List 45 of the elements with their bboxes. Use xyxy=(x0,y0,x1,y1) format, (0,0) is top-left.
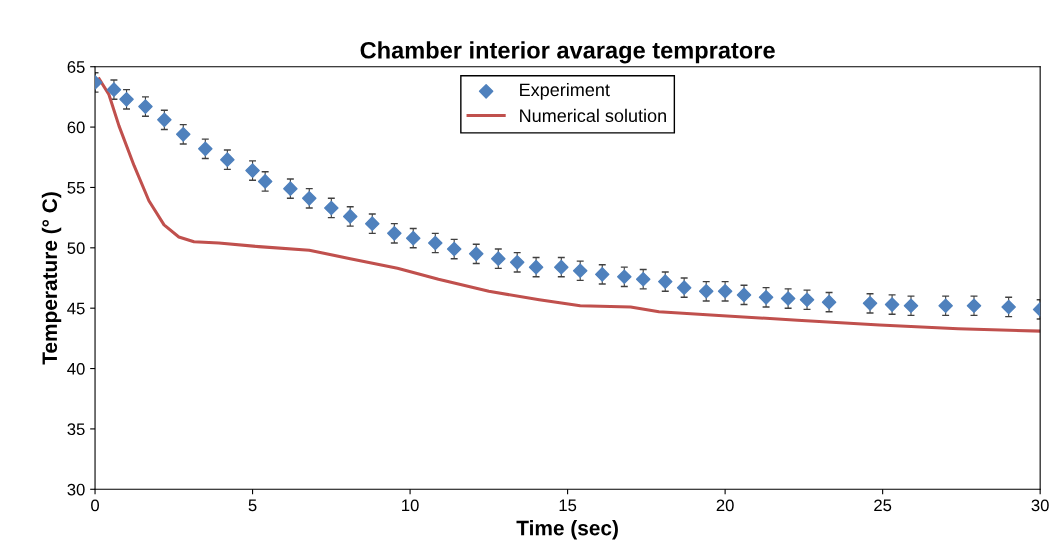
point xyxy=(119,92,134,107)
x-tick-label: 10 xyxy=(402,499,419,512)
point xyxy=(468,246,484,262)
point xyxy=(758,290,774,305)
point xyxy=(594,267,610,282)
y-tick-label: 55 xyxy=(67,182,85,194)
y-tick-label: 50 xyxy=(67,242,85,255)
point xyxy=(676,280,692,295)
x-tick-label: 25 xyxy=(874,499,892,512)
point xyxy=(342,209,358,224)
point xyxy=(106,82,122,97)
point xyxy=(657,274,673,289)
y-tick-label: 65 xyxy=(67,61,85,73)
point xyxy=(509,255,525,270)
point xyxy=(446,241,462,257)
x-tick-label: 20 xyxy=(716,499,734,512)
point xyxy=(862,296,878,311)
y-tick-label: 30 xyxy=(67,483,85,496)
y-tick-label: 35 xyxy=(67,423,85,436)
y-axis-title: Temperature (° C) xyxy=(41,192,62,365)
point xyxy=(617,269,632,285)
point xyxy=(698,283,714,299)
point xyxy=(635,271,651,287)
legend-label: Numerical solution xyxy=(520,108,666,123)
point xyxy=(387,226,402,241)
point xyxy=(301,191,317,206)
x-tick-label: 15 xyxy=(559,499,577,512)
x-axis-title: Time (sec) xyxy=(516,520,618,540)
point xyxy=(175,127,191,142)
legend-label: Experiment xyxy=(520,82,610,100)
chart-title: Chamber interior avarage tempratore xyxy=(360,41,775,64)
line-series xyxy=(97,77,1041,333)
point xyxy=(405,230,421,246)
point xyxy=(220,152,235,167)
point xyxy=(572,263,588,279)
y-tick-label: 40 xyxy=(67,362,85,375)
point xyxy=(198,141,213,157)
point xyxy=(283,181,298,196)
x-tick-label: 30 xyxy=(1031,499,1049,512)
x-tick-label: 5 xyxy=(248,499,257,512)
point xyxy=(491,251,506,266)
y-tick-label: 45 xyxy=(67,302,85,315)
point xyxy=(364,216,380,231)
y-tick-label: 60 xyxy=(67,121,85,134)
x-tick-label: 0 xyxy=(91,499,100,512)
